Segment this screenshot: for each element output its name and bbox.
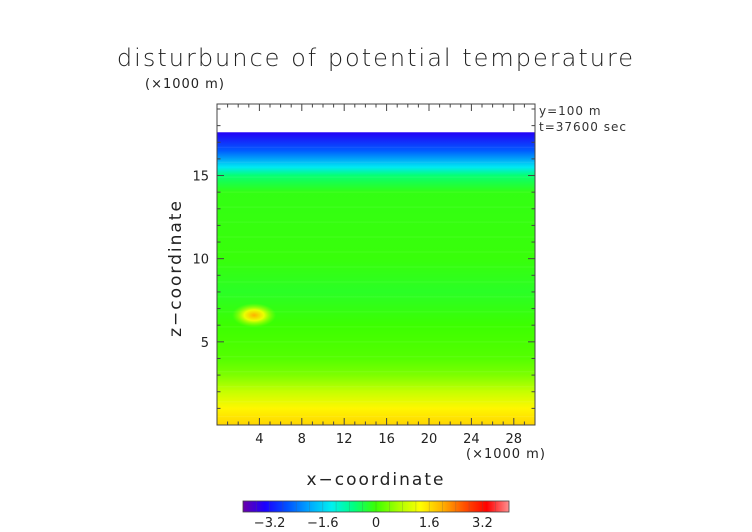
field-background [217,132,535,426]
colorbar: −3.2 −1.6 0 1.6 3.2 [242,500,510,531]
x-tick-label: 24 [463,432,480,447]
x-tick-label: 20 [421,432,438,447]
colorbar-tick-label: −1.6 [307,516,339,531]
y-tick-label: 5 [201,336,209,351]
heatmap-field [217,132,535,426]
x-tick-label: 12 [336,432,353,447]
colorbar-strip [242,500,510,513]
x-tick-label: 16 [378,432,395,447]
annotation-y-position: y=100 m [539,104,602,118]
colorbar-tick-label: −3.2 [254,516,286,531]
plot-axes: 4 8 12 16 20 24 28 5 10 15 [192,103,536,447]
colorbar-tick-label: 1.6 [419,516,440,531]
x-tick-label: 28 [506,432,523,447]
y-axis-unit: (×1000 m) [145,77,225,92]
colorbar-tick-label: 0 [372,516,380,531]
x-axis-label: x−coordinate [306,470,446,490]
x-axis-unit: (×1000 m) [466,447,546,462]
y-tick-label: 10 [192,253,209,268]
y-tick-label: 15 [192,170,209,185]
x-tick-label: 8 [298,432,306,447]
x-tick-label: 4 [255,432,263,447]
chart-title: disturbunce of potential temperature [116,44,636,72]
warm-anomaly-mark [232,303,277,328]
colorbar-tick-label: 3.2 [472,516,493,531]
annotation-time: t=37600 sec [539,120,627,134]
